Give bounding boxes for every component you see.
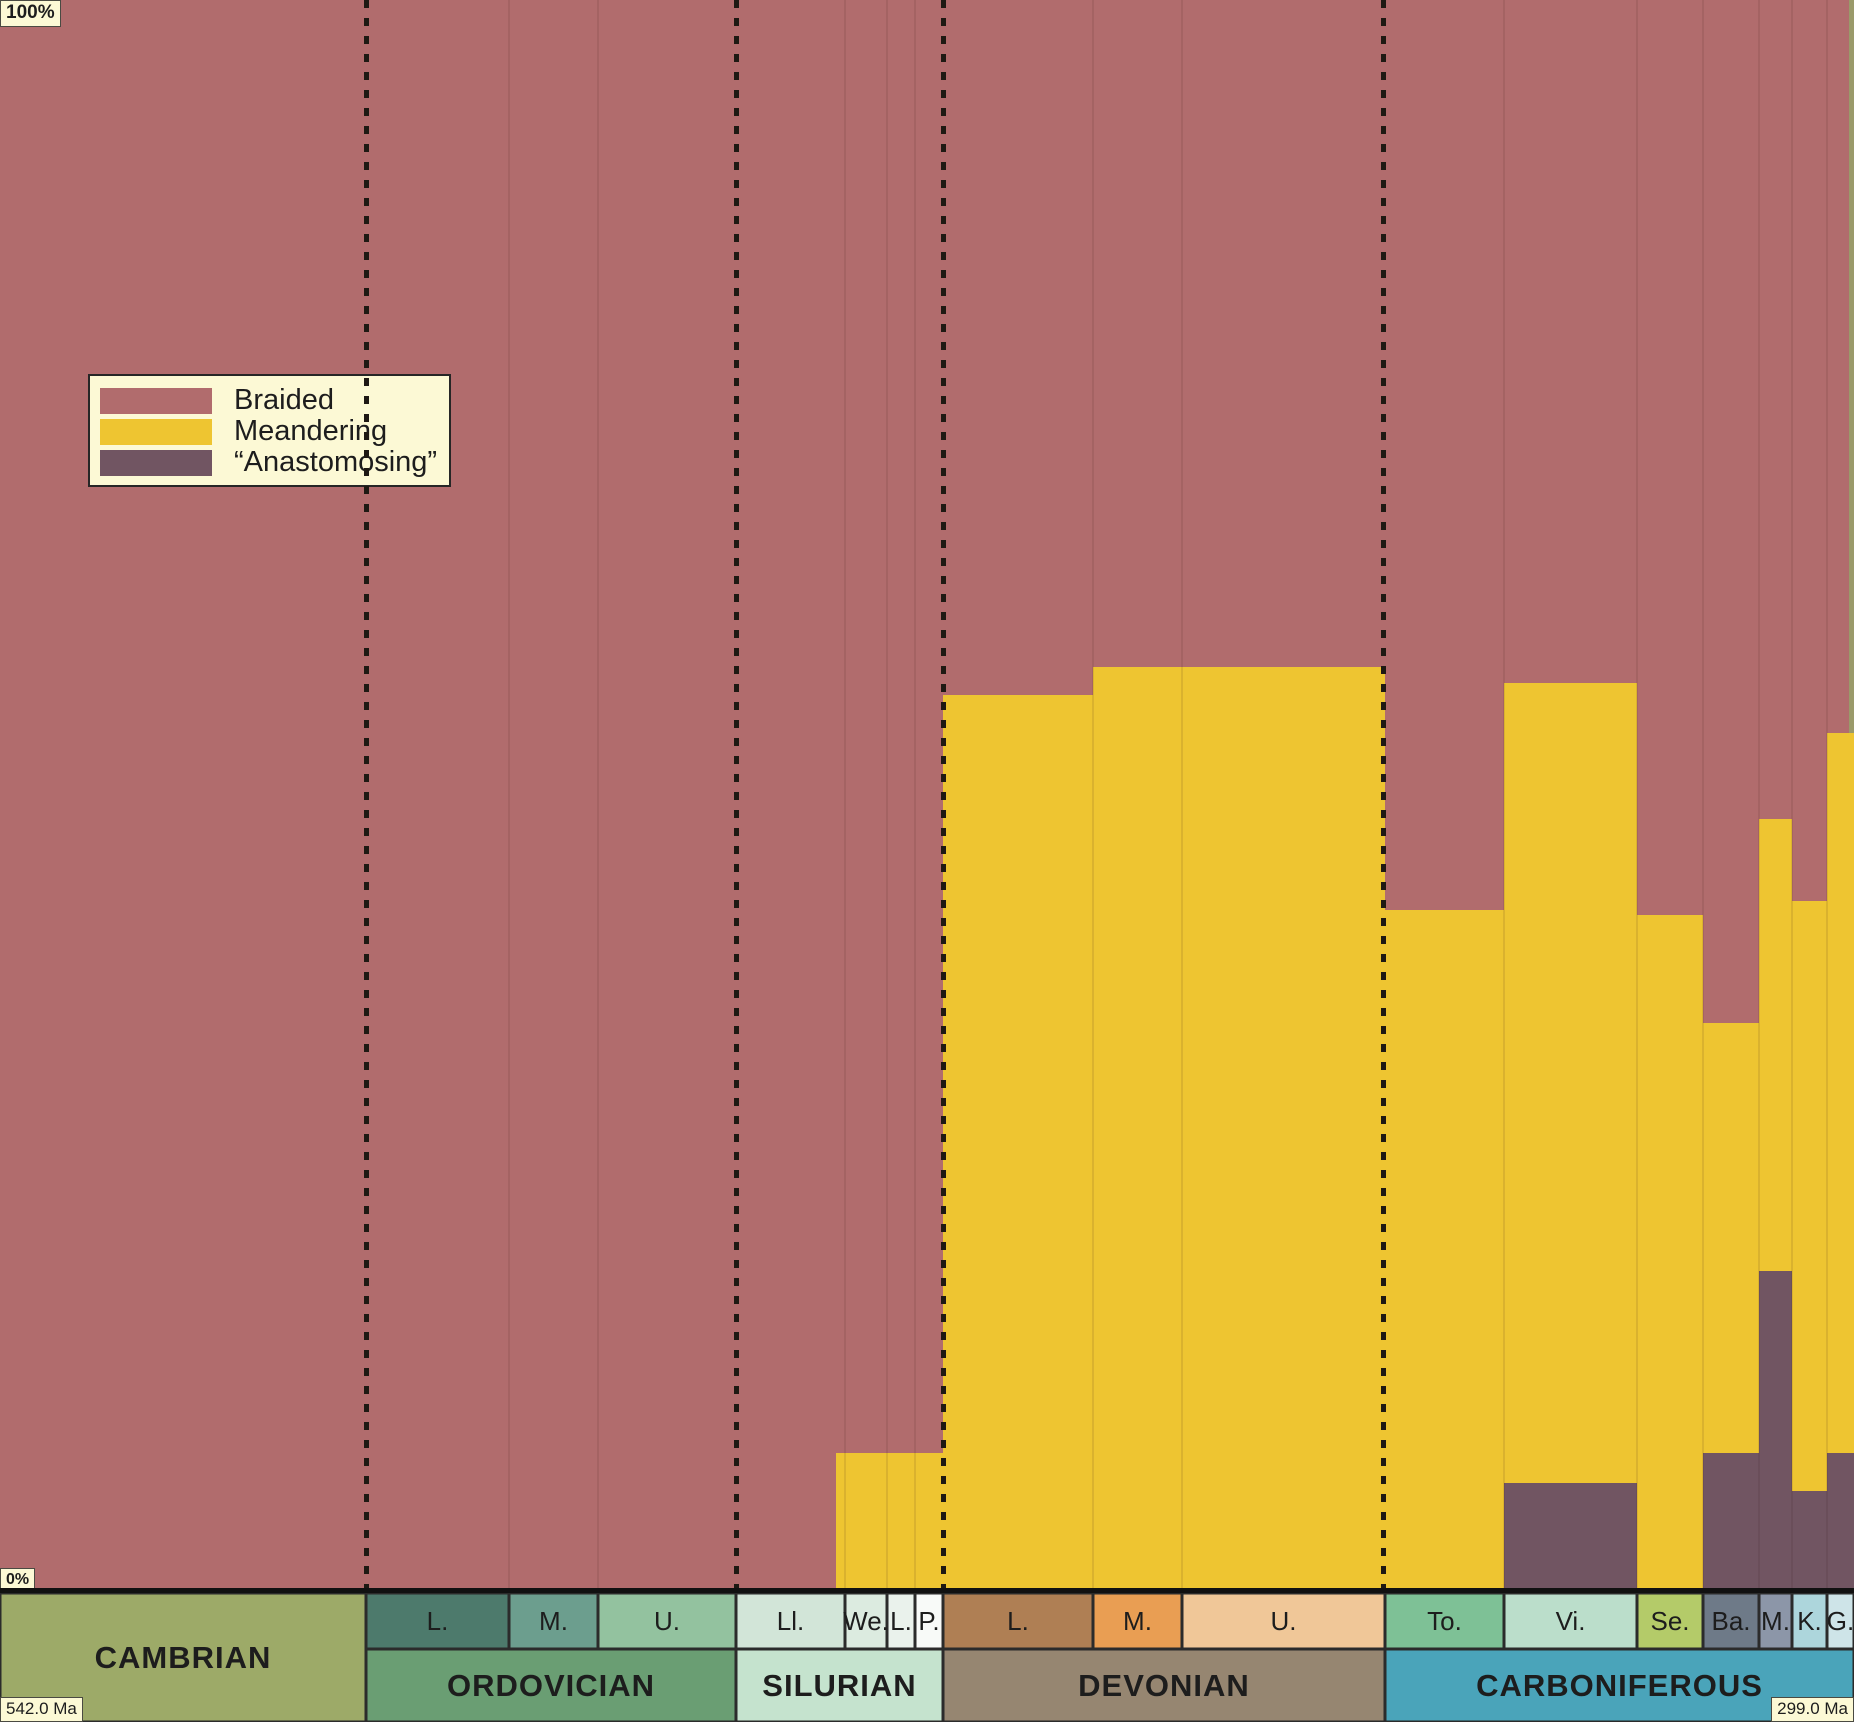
period-label: DEVONIAN <box>1078 1667 1250 1703</box>
epoch-cell: U. <box>598 1593 736 1649</box>
legend-item-label: Meandering <box>234 415 388 447</box>
period-cell-ordovician: ORDOVICIAN <box>366 1649 736 1722</box>
epoch-cell: Ll. <box>736 1593 845 1649</box>
legend-item: Meandering <box>100 416 449 447</box>
period-boundary-dashed-line <box>1381 0 1386 1591</box>
epoch-cell: M. <box>1759 1593 1792 1649</box>
epoch-label: L. <box>890 1605 912 1636</box>
x-axis-end-age-label: 299.0 Ma <box>1771 1697 1854 1722</box>
epoch-gridline <box>914 0 916 1591</box>
epoch-gridline <box>1702 0 1704 1591</box>
legend-item: Braided <box>100 385 449 416</box>
epoch-label: G. <box>1826 1605 1854 1636</box>
epoch-label: K. <box>1797 1605 1822 1636</box>
period-cell-carboniferous: CARBONIFEROUS <box>1385 1649 1854 1722</box>
epoch-cell: P. <box>915 1593 943 1649</box>
legend-swatch-meandering <box>100 418 212 445</box>
period-label: CAMBRIAN <box>94 1639 272 1675</box>
legend-item-label: Braided <box>234 384 334 416</box>
plot-right-edge-strip <box>1849 0 1854 733</box>
anastomosing-area-segment <box>1759 1271 1792 1591</box>
epoch-label: To. <box>1427 1605 1462 1636</box>
epoch-label: Ba. <box>1711 1605 1751 1636</box>
period-cell-silurian: SILURIAN <box>736 1649 943 1722</box>
anastomosing-area-segment <box>1827 1453 1854 1591</box>
legend-item: “Anastomosing” <box>100 447 449 478</box>
epoch-cell: Se. <box>1637 1593 1703 1649</box>
period-boundary-dashed-line <box>734 0 739 1591</box>
epoch-label: U. <box>1270 1605 1297 1636</box>
meandering-area-segment <box>1385 910 1504 1591</box>
epoch-gridline <box>1092 0 1094 1591</box>
period-label: SILURIAN <box>762 1667 917 1703</box>
x-axis-start-age-label: 542.0 Ma <box>0 1697 83 1722</box>
period-label: CARBONIFEROUS <box>1476 1667 1763 1703</box>
meandering-area-segment <box>943 695 1093 1591</box>
meandering-area-segment <box>1504 683 1637 1591</box>
epoch-label: M. <box>1123 1605 1152 1636</box>
x-axis-baseline <box>0 1588 1854 1593</box>
epoch-gridline <box>508 0 510 1591</box>
meandering-area-segment <box>1792 901 1827 1591</box>
meandering-area-segment <box>1827 733 1854 1591</box>
legend-swatch-braided <box>100 387 212 414</box>
epoch-cell: G. <box>1827 1593 1854 1649</box>
anastomosing-area-segment <box>1504 1483 1637 1591</box>
epoch-label: Se. <box>1650 1605 1690 1636</box>
epoch-cell: Ba. <box>1703 1593 1759 1649</box>
epoch-cell: L. <box>366 1593 509 1649</box>
epoch-cell: L. <box>943 1593 1093 1649</box>
epoch-label: M. <box>539 1605 568 1636</box>
epoch-cell: To. <box>1385 1593 1504 1649</box>
epoch-label: U. <box>654 1605 680 1636</box>
anastomosing-area-segment <box>1703 1453 1759 1591</box>
epoch-gridline <box>844 0 846 1591</box>
y-axis-0-label: 0% <box>0 1568 36 1592</box>
epoch-gridline <box>1758 0 1760 1591</box>
geologic-timescale: CAMBRIAN ORDOVICIAN SILURIAN DEVONIAN CARBON… <box>0 1593 1854 1722</box>
period-boundary-dashed-line <box>364 0 369 1591</box>
anastomosing-area-segment <box>1792 1491 1827 1591</box>
meandering-area-segment <box>1093 667 1385 1591</box>
chart-plot-area: 100% 0% Braided Meandering “Anastomosing” <box>0 0 1854 1592</box>
period-label: ORDOVICIAN <box>446 1667 656 1703</box>
epoch-cell: M. <box>509 1593 598 1649</box>
epoch-cell: L. <box>887 1593 915 1649</box>
epoch-cell: K. <box>1792 1593 1827 1649</box>
period-cell-devonian: DEVONIAN <box>943 1649 1385 1722</box>
epoch-gridline <box>597 0 599 1591</box>
epoch-label: We. <box>843 1605 889 1636</box>
epoch-label: M. <box>1761 1605 1790 1636</box>
epoch-cell: Vi. <box>1504 1593 1637 1649</box>
period-boundary-dashed-line <box>941 0 946 1591</box>
epoch-gridline <box>1636 0 1638 1591</box>
epoch-label: P. <box>918 1605 940 1636</box>
epoch-label: Vi. <box>1555 1605 1586 1636</box>
legend: Braided Meandering “Anastomosing” <box>88 374 451 487</box>
epoch-gridline <box>1826 0 1828 1591</box>
epoch-cell: We. <box>843 1593 889 1649</box>
epoch-cell: M. <box>1093 1593 1182 1649</box>
legend-item-label: “Anastomosing” <box>234 446 438 478</box>
meandering-area-segment <box>1637 915 1703 1591</box>
epoch-label: L. <box>1007 1605 1029 1636</box>
y-axis-100-label: 100% <box>0 0 61 27</box>
legend-swatch-anastomosing <box>100 449 212 476</box>
epoch-cell: U. <box>1182 1593 1385 1649</box>
epoch-gridline <box>886 0 888 1591</box>
epoch-label: L. <box>426 1605 449 1636</box>
epoch-gridline <box>1791 0 1793 1591</box>
meandering-area-segment <box>836 1453 943 1591</box>
epoch-gridline <box>1503 0 1505 1591</box>
epoch-gridline <box>1181 0 1183 1591</box>
epoch-label: Ll. <box>776 1605 805 1636</box>
